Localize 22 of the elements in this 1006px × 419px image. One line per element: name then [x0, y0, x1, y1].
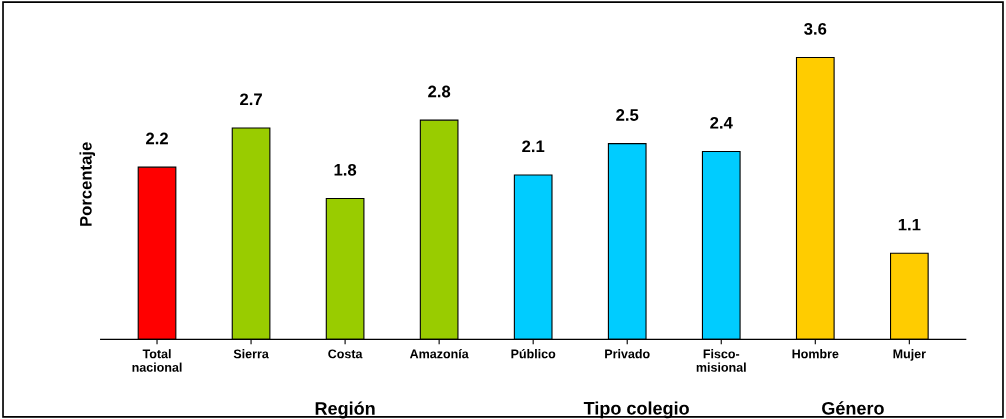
- x-tick-label: Mujer: [893, 349, 926, 361]
- data-label: 2.7: [240, 93, 262, 106]
- x-tick-label: Amazonía: [409, 349, 469, 359]
- data-label: 2.8: [428, 85, 451, 98]
- x-tick-label: Público: [511, 349, 556, 359]
- data-label: 1.1: [898, 218, 921, 231]
- text: Género: [822, 401, 884, 415]
- data-label: 1.8: [334, 163, 357, 176]
- x-tick-label: Sierra: [233, 349, 269, 359]
- text: Tipo colegio: [583, 401, 689, 419]
- data-label: 3.6: [804, 22, 827, 35]
- data-label: 2.2: [146, 132, 168, 145]
- x-tick-label: Costa: [328, 349, 363, 359]
- data-label: 2.1: [522, 140, 545, 153]
- text: Región: [315, 401, 375, 419]
- x-tick-label: Total nacional: [132, 349, 182, 372]
- y-axis-title: Porcentaje: [79, 142, 96, 226]
- x-tick-label: Privado: [605, 349, 650, 359]
- data-label: 2.4: [710, 116, 733, 129]
- x-tick-label: Fisco- misional: [696, 349, 746, 372]
- x-tick-label: Hombre: [792, 349, 839, 359]
- data-label: 2.5: [616, 109, 639, 121]
